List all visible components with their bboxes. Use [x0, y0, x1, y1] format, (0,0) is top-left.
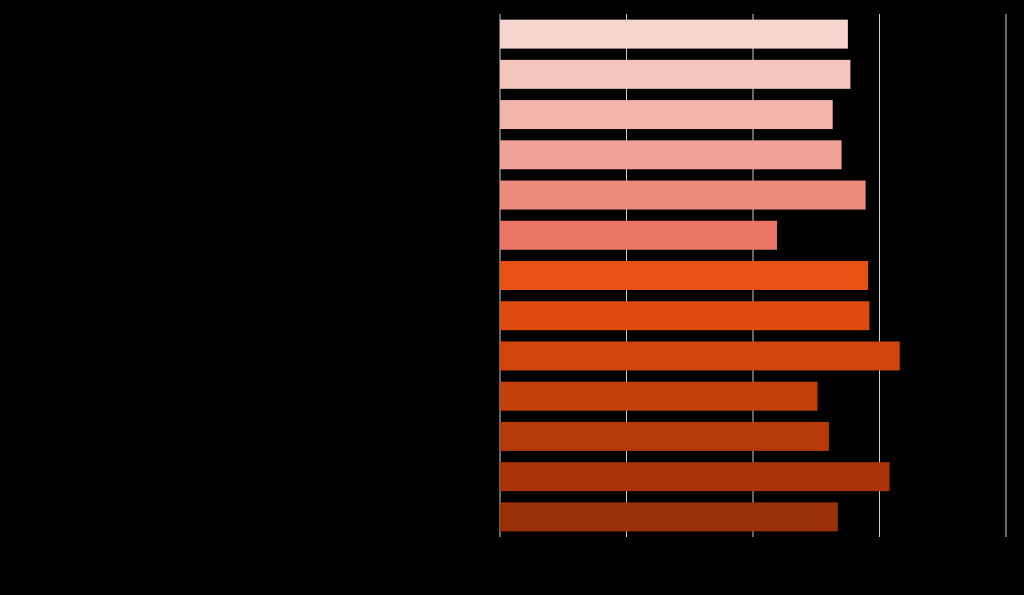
- bar: [500, 421, 829, 451]
- bar: [500, 180, 866, 210]
- bar: [500, 381, 818, 411]
- bar: [500, 220, 778, 250]
- bar: [500, 59, 851, 89]
- bar: [500, 100, 833, 130]
- bar: [500, 462, 890, 492]
- bar: [500, 140, 842, 170]
- bar: [500, 19, 848, 49]
- bar: [500, 341, 900, 371]
- bar: [500, 261, 869, 290]
- bar: [500, 502, 838, 532]
- bar: [500, 301, 870, 331]
